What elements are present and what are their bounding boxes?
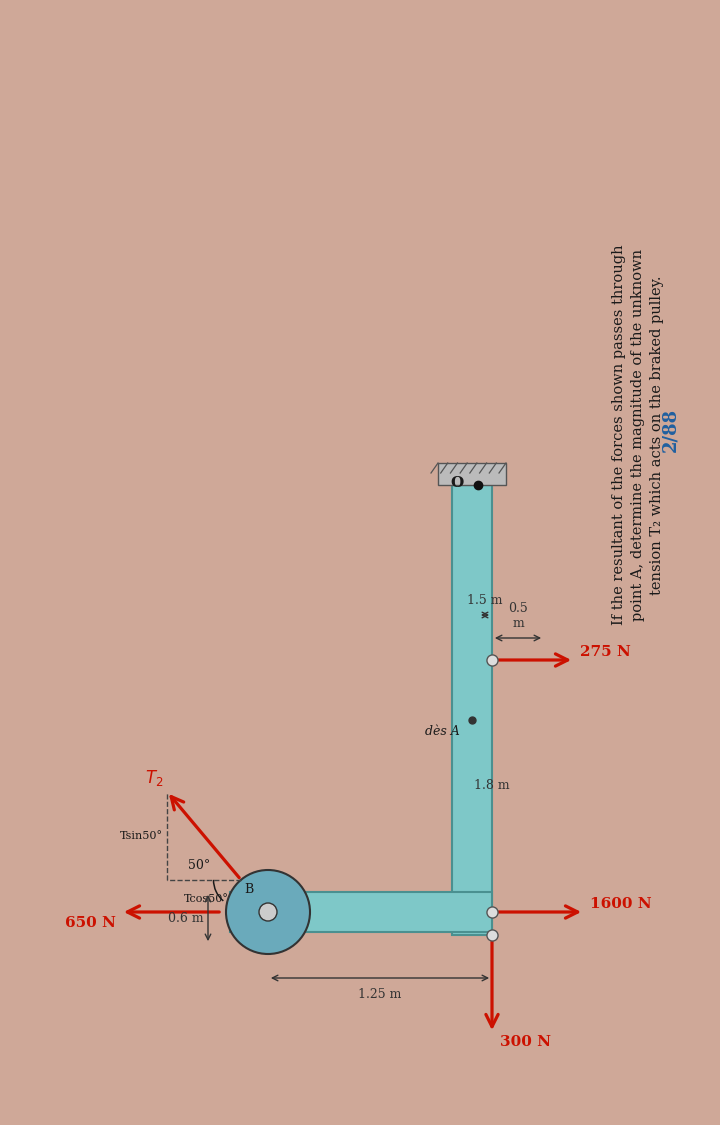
Text: 1600 N: 1600 N (590, 897, 652, 911)
Bar (452, 485, 492, 935)
Text: 1.5 m: 1.5 m (467, 594, 503, 608)
Circle shape (259, 903, 277, 921)
Bar (438, 464, 506, 485)
Text: B: B (244, 883, 253, 896)
Text: 650 N: 650 N (65, 916, 116, 930)
Text: 50°: 50° (188, 860, 210, 872)
Text: 0.5
m: 0.5 m (508, 602, 528, 630)
Text: 1.8 m: 1.8 m (474, 778, 510, 792)
Text: $T_2$: $T_2$ (145, 767, 163, 788)
Text: Tsin50°: Tsin50° (120, 830, 163, 840)
Text: 2/88: 2/88 (661, 408, 679, 452)
Text: 0.6 m: 0.6 m (168, 911, 204, 925)
Text: 1.25 m: 1.25 m (359, 988, 402, 1001)
Circle shape (226, 870, 310, 954)
Text: 300 N: 300 N (500, 1035, 551, 1048)
Text: dès A: dès A (425, 724, 459, 738)
Text: Tcos50°: Tcos50° (184, 894, 228, 903)
Bar (230, 892, 492, 931)
Text: If the resultant of the forces shown passes through
point A, determine the magni: If the resultant of the forces shown pas… (611, 244, 665, 626)
Text: 275 N: 275 N (580, 645, 631, 659)
Text: O: O (451, 476, 464, 490)
